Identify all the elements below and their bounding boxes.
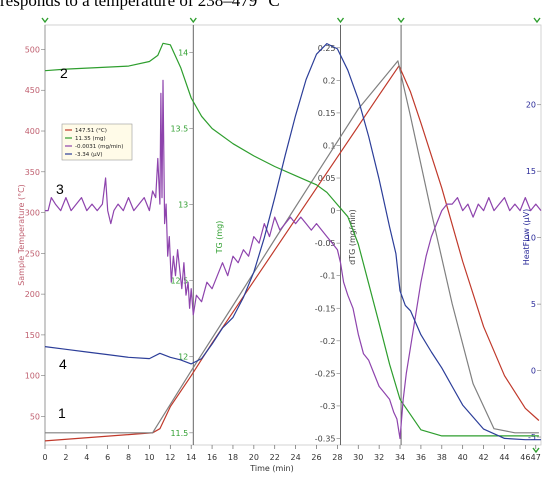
curve-label-1: 1: [58, 405, 66, 421]
x-tick-label: 6: [105, 453, 110, 462]
y-tick-label-dtg: -0.05: [315, 239, 336, 248]
x-tick-label: 22: [270, 453, 280, 462]
x-axis-label: Time (min): [249, 464, 293, 473]
x-tick-label: 14: [186, 453, 196, 462]
y-tick-label-dtg: 0.1: [323, 141, 336, 150]
x-tick-label: 20: [249, 453, 259, 462]
y-tick-label-dtg: 0.25: [318, 44, 336, 53]
y-tick-label-heatflow: -5: [528, 433, 536, 442]
y-tick-label-heatflow: 15: [526, 167, 536, 176]
y-tick-label-temperature: 100: [25, 372, 40, 381]
series-line-reference: [45, 60, 539, 434]
y-tick-label-temperature: 450: [25, 86, 40, 95]
y-tick-label-mass: 14: [178, 48, 188, 57]
y-tick-label-mass: 11.5: [170, 429, 188, 438]
series: [44, 42, 542, 442]
y-tick-label-temperature: 500: [25, 45, 40, 54]
x-tick-label: 36: [416, 453, 426, 462]
x-tick-label: 28: [332, 453, 342, 462]
series-line-dtg: [45, 79, 542, 440]
y-tick-label-dtg: 0.05: [318, 174, 336, 183]
y-tick-label-heatflow: 10: [526, 234, 536, 243]
decorations: [41, 17, 541, 454]
x-tick-label: 34: [395, 453, 405, 462]
y-tick-label-mass: 13.5: [170, 124, 188, 133]
x-tick-label: 32: [374, 453, 384, 462]
x-tick-label: 44: [499, 453, 509, 462]
legend-entry: -3.34 (µV): [75, 152, 103, 158]
y-tick-label-temperature: 200: [25, 290, 40, 299]
top-cursor-chevron-icon: [397, 17, 405, 24]
x-tick-label: 12: [165, 453, 175, 462]
y-tick-label-temperature: 300: [25, 209, 40, 218]
y-tick-label-mass: 12.5: [170, 277, 188, 286]
y-axis-label-mass: TG (mg): [215, 221, 224, 255]
y-tick-label-temperature: 50: [30, 412, 40, 421]
top-cursor-chevron-icon: [189, 17, 197, 24]
top-cursor-chevron-icon: [336, 17, 345, 24]
y-tick-label-mass: 13: [178, 201, 188, 210]
x-tick-label: 8: [126, 453, 131, 462]
legend: 147.51 (°C) 11.35 (mg) -0.0031 (mg/min) -3.…: [61, 123, 133, 161]
x-tick-label: 26: [311, 453, 321, 462]
series-line-mass: [44, 42, 539, 437]
y-axis-label-temperature: Sample Temperature (°C): [17, 184, 26, 286]
y-tick-label-heatflow: 0: [531, 367, 536, 376]
plot-frame: [44, 24, 542, 446]
x-tick-label: 0: [42, 453, 47, 462]
x-tick-label: 38: [437, 453, 447, 462]
y-tick-label-dtg: 0: [330, 207, 335, 216]
bottom-cursor-chevron-icon: [532, 447, 540, 454]
y-tick-label-dtg: -0.15: [315, 304, 336, 313]
x-tick-label: 18: [228, 453, 238, 462]
x-tick-label: 10: [144, 453, 154, 462]
axes: 0 2 4 6 8 10 12 14 16 18 20 22 24 26 28 30 32 34 36 38 40 42 4…: [17, 25, 541, 473]
x-tick-label: 46: [520, 453, 530, 462]
curve-label-4: 4: [59, 356, 67, 372]
series-line-heatflow: [44, 42, 541, 441]
y-tick-label-dtg: -0.35: [315, 434, 336, 443]
y-axis-label-heatflow: HeatFlow (µV): [522, 209, 531, 266]
y-tick-label-dtg: 0.15: [318, 109, 336, 118]
y-tick-label-heatflow: 5: [531, 300, 536, 309]
x-tick-label: 30: [353, 453, 363, 462]
y-tick-label-dtg: -0.1: [320, 272, 336, 281]
legend-box: [61, 123, 133, 161]
y-tick-label-mass: 12: [178, 353, 188, 362]
legend-entry: 147.51 (°C): [75, 128, 107, 134]
x-tick-label: 42: [478, 453, 488, 462]
series-line-temperature: [44, 65, 540, 442]
x-tick-label: 4: [84, 453, 89, 462]
y-tick-label-heatflow: 20: [526, 101, 536, 110]
curve-label-2: 2: [60, 65, 68, 81]
y-tick-label-dtg: -0.3: [320, 402, 336, 411]
y-tick-label-dtg: -0.25: [315, 369, 336, 378]
x-tick-label: 40: [458, 453, 468, 462]
x-tick-label: 24: [291, 453, 301, 462]
y-axis-label-dtg: dTG (mg/min): [348, 209, 357, 265]
y-tick-label-temperature: 150: [25, 331, 40, 340]
figure-caption: responds to a temperature of 238–479 °C: [0, 0, 280, 10]
legend-entry: -0.0031 (mg/min): [75, 144, 123, 150]
y-tick-label-temperature: 400: [25, 127, 40, 136]
x-tick-label: 2: [63, 453, 68, 462]
x-tick-label: 16: [207, 453, 217, 462]
x-tick-label: 47: [531, 453, 541, 462]
y-tick-label-temperature: 350: [25, 168, 40, 177]
top-cursor-chevron-icon: [533, 17, 541, 24]
y-tick-label-dtg: 0.2: [323, 76, 336, 85]
top-cursor-chevron-icon: [41, 17, 49, 24]
curve-labels: 1 2 3 4: [56, 65, 68, 421]
curve-label-3: 3: [56, 181, 64, 197]
legend-entry: 11.35 (mg): [75, 136, 106, 142]
y-tick-label-temperature: 250: [25, 249, 40, 258]
vertical-markers: [192, 25, 402, 445]
y-tick-label-dtg: -0.2: [320, 337, 336, 346]
